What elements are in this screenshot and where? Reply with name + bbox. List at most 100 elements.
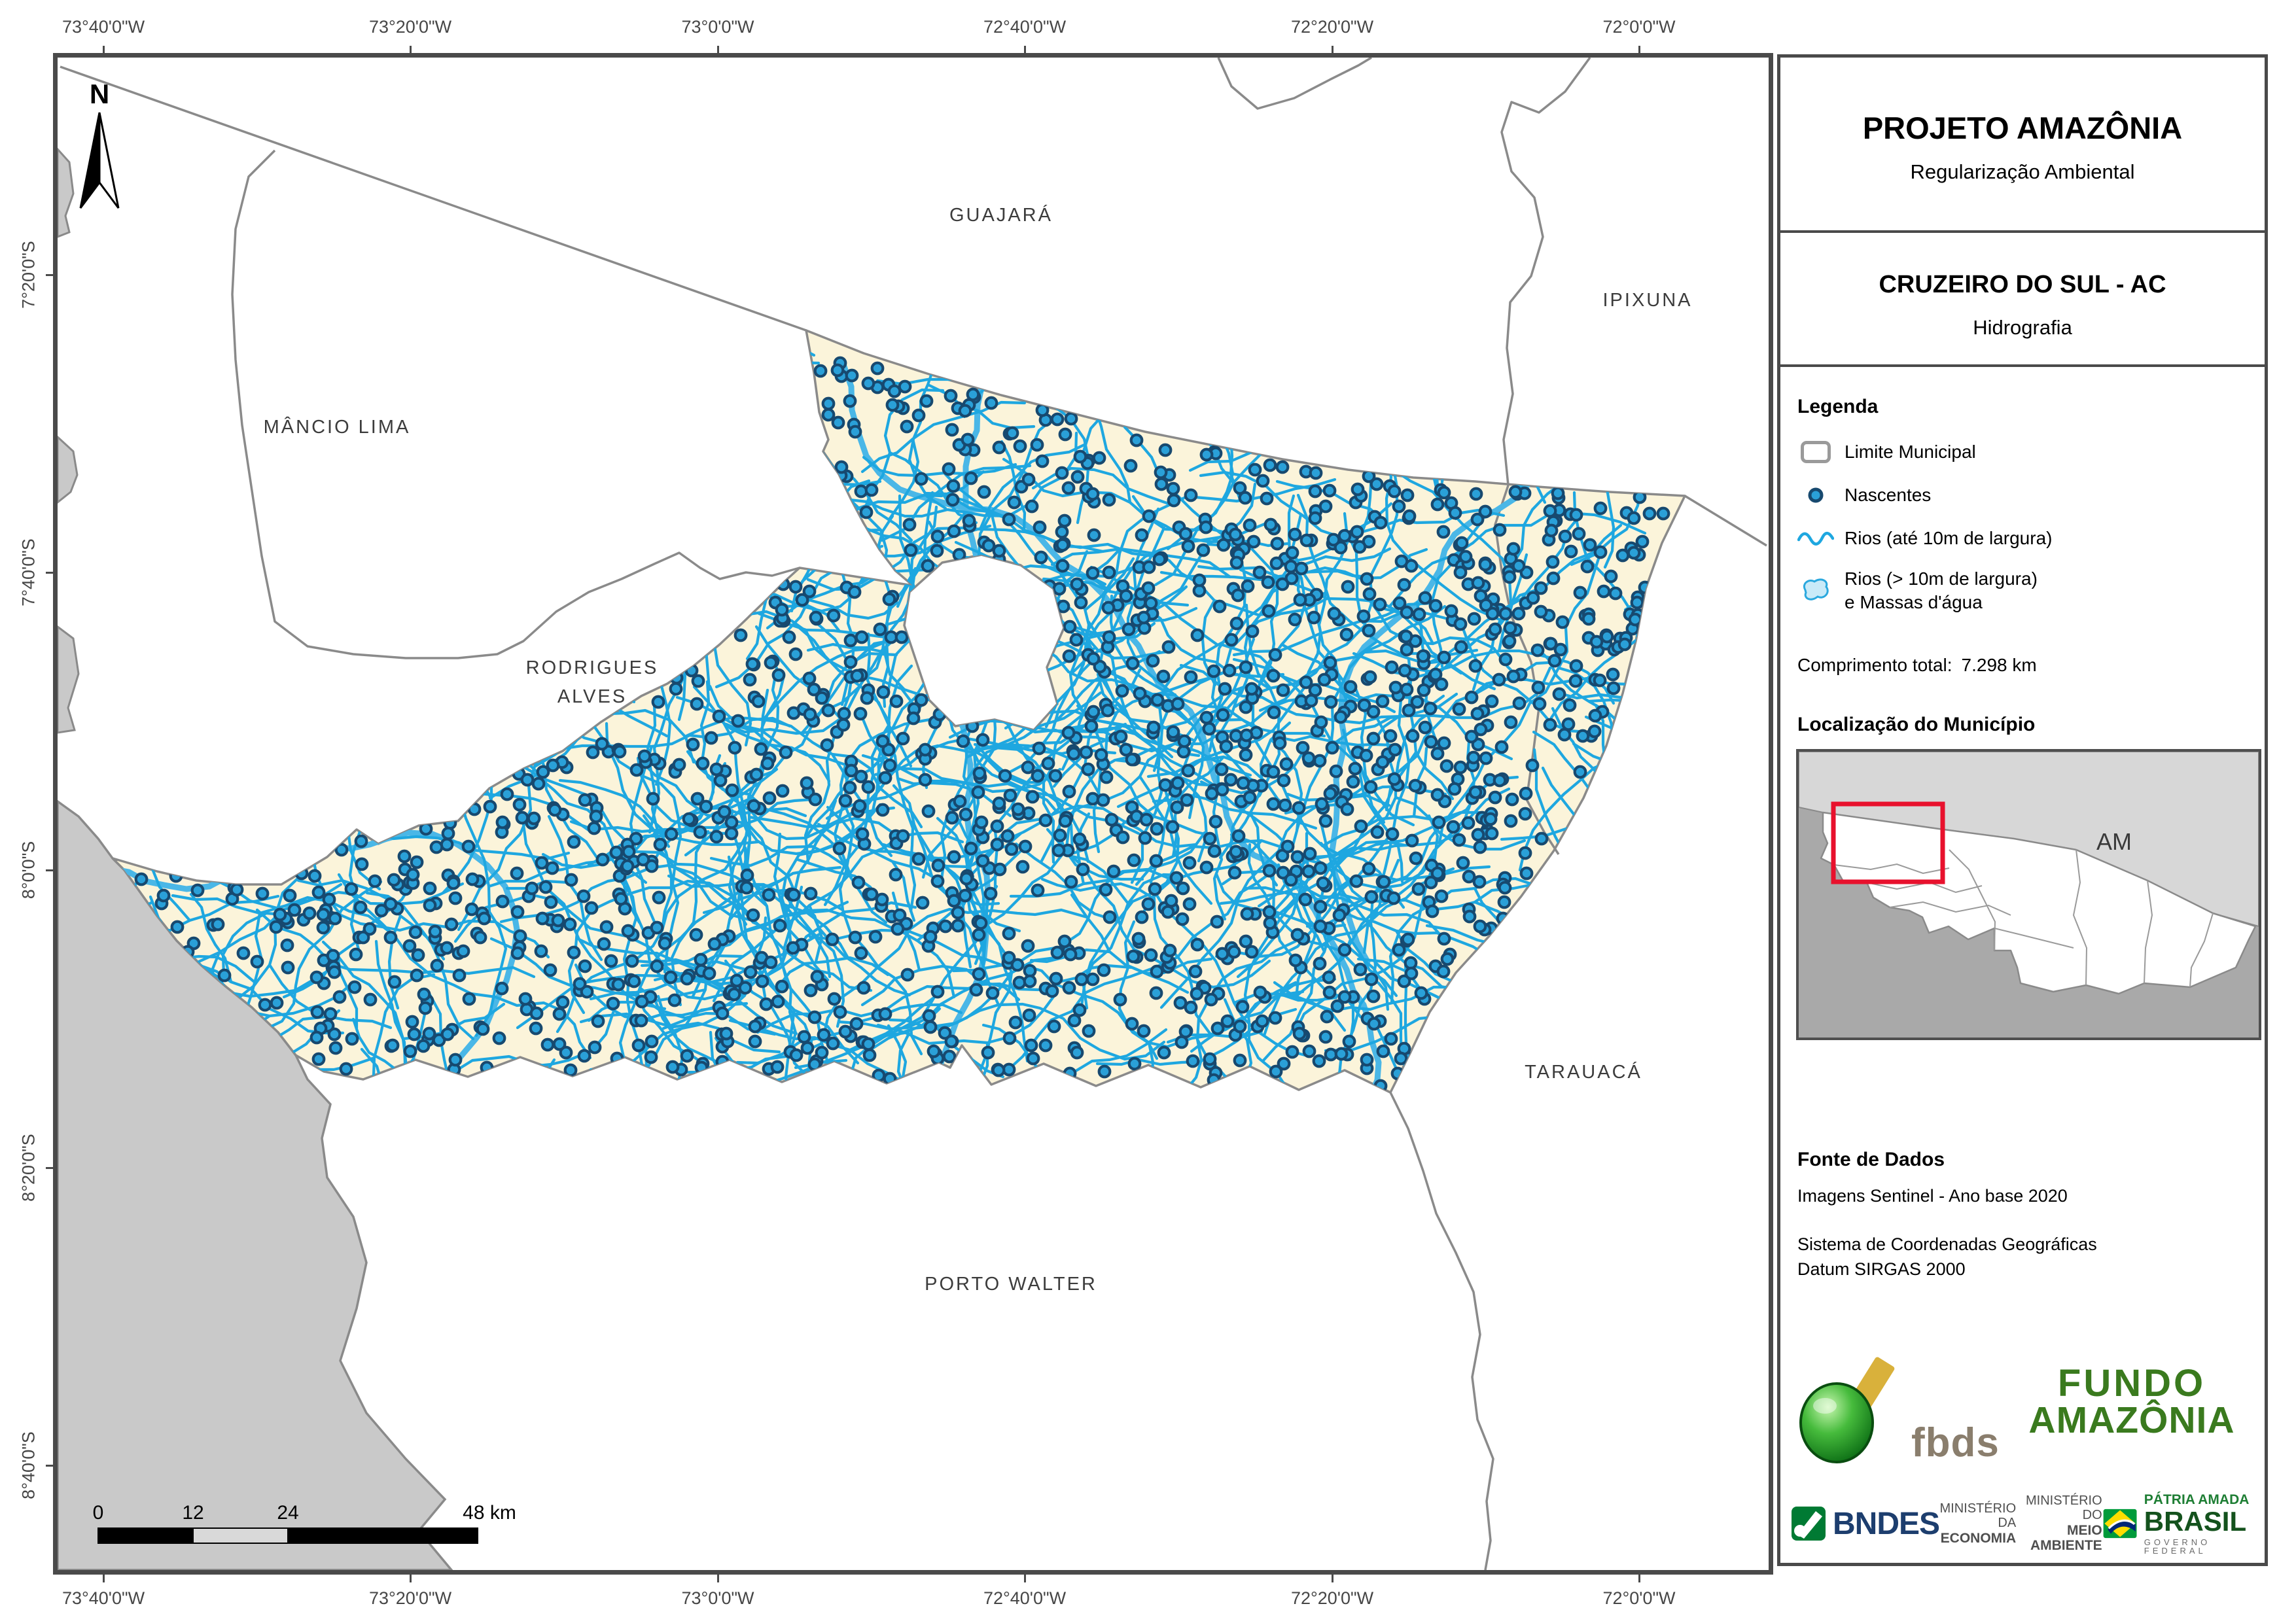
nascente-dot: [702, 966, 716, 981]
nascente-dot: [976, 733, 990, 747]
nascente-dot: [1148, 882, 1162, 896]
nascente-dot: [972, 766, 987, 780]
nascente-dot: [709, 829, 724, 844]
nascente-dot: [1337, 990, 1352, 1004]
nascente-dot: [800, 1041, 815, 1055]
nascente-dot: [878, 1007, 892, 1021]
nascente-dot: [1094, 748, 1108, 762]
nascente-dot: [1309, 466, 1323, 480]
nascente-dot: [1326, 532, 1341, 547]
nascente-dot: [1492, 523, 1507, 537]
municipal-boundary-line: [60, 65, 807, 332]
nascente-dot: [1023, 974, 1037, 988]
nascente-dot: [938, 1026, 952, 1040]
nascente-dot: [1454, 640, 1468, 654]
legend-and-info-block: Legenda Limite Municipal Nascentes R: [1780, 367, 2265, 1555]
nascente-dot: [1301, 751, 1316, 765]
brazil-flag-icon: [2103, 1509, 2137, 1539]
nascente-dot: [452, 968, 467, 983]
nascente-dot: [1334, 1047, 1349, 1061]
nascente-dot: [762, 888, 776, 902]
nascente-dot: [614, 892, 628, 906]
nascente-dot: [1588, 708, 1602, 723]
nascente-dot: [1405, 729, 1420, 743]
nascente-dot: [1375, 755, 1390, 769]
nascente-dot: [797, 1030, 811, 1044]
nascente-dot: [1288, 612, 1302, 627]
nascente-dot: [1199, 520, 1213, 534]
nascente-dot: [1351, 482, 1365, 497]
nascente-dot: [345, 1032, 359, 1046]
nascente-dot: [1104, 812, 1119, 827]
nascente-dot: [1404, 559, 1419, 573]
nascente-dot: [1314, 715, 1328, 729]
nascente-dot: [1293, 593, 1307, 607]
nascente-dot: [1010, 958, 1025, 972]
nascente-dot: [1543, 504, 1557, 518]
nascente-dot: [809, 610, 823, 625]
axis-tick: [1332, 1571, 1333, 1582]
nascente-dot: [1216, 708, 1230, 722]
river: [1295, 666, 1552, 832]
nascente-dot: [1446, 820, 1460, 834]
nascente-dot: [190, 883, 205, 898]
nascente-dot: [1276, 865, 1290, 880]
nascente-dot: [645, 1034, 659, 1049]
nascente-dot: [713, 773, 728, 788]
nascente-dot: [1324, 695, 1338, 709]
axis-label-bottom: 72°0'0"W: [1602, 1588, 1676, 1608]
nascente-dot: [1397, 974, 1411, 988]
legend: Limite Municipal Nascentes Rios (até 10m…: [1797, 438, 2052, 629]
nascente-dot: [851, 875, 866, 890]
nascente-dot: [535, 856, 549, 870]
nascente-dot: [1269, 1064, 1283, 1079]
nascente-dot: [964, 471, 978, 485]
nascente-dot: [1357, 698, 1371, 712]
nascente-dot: [1593, 673, 1607, 688]
axis-label-top: 73°40'0"W: [62, 17, 145, 37]
nascente-dot: [896, 829, 910, 843]
nascente-dot: [1414, 986, 1428, 1000]
nascente-dot: [1166, 725, 1180, 739]
nascente-dot: [1318, 1030, 1333, 1044]
nascente-dot: [1175, 912, 1190, 926]
nascente-dot: [1035, 454, 1050, 468]
nascente-dot: [1488, 790, 1502, 805]
nascente-dot: [621, 924, 635, 938]
nascente-dot: [911, 852, 926, 866]
nascente-dot: [1069, 633, 1084, 647]
nascente-dot: [810, 969, 824, 984]
nascente-dot: [1262, 864, 1277, 878]
nascente-dot: [1122, 622, 1136, 637]
nascente-dot: [483, 799, 497, 814]
nascente-dot: [945, 423, 959, 437]
nascente-dot: [900, 419, 914, 434]
nascente-dot: [958, 888, 972, 903]
nascente-dot: [1055, 559, 1070, 573]
nascente-dot: [531, 777, 546, 791]
river: [948, 719, 1133, 758]
nascente-dot: [1547, 654, 1562, 668]
nascente-dot: [1416, 649, 1430, 663]
nascente-dot: [1337, 529, 1352, 543]
map-canvas: GUAJARÁ IPIXUNA MÂNCIO LIMA RODRIGUES ALVES T…: [53, 53, 1773, 1575]
nascente-dot: [1248, 462, 1262, 477]
nascente-dot: [1263, 916, 1277, 930]
nascente-dot: [423, 881, 437, 896]
nascente-dot: [868, 930, 883, 944]
nascente-dot: [543, 963, 557, 977]
nascente-dot: [1288, 527, 1302, 542]
river: [667, 874, 851, 979]
nascente-dot: [1276, 683, 1290, 697]
nascente-dot: [875, 734, 890, 748]
municipal-limit-swatch-icon: [1797, 441, 1834, 463]
nascente-dot: [328, 1041, 343, 1055]
nascente-dot: [1359, 748, 1373, 763]
nascente-dot: [843, 780, 857, 795]
nascente-dot: [704, 731, 718, 745]
nascente-dot: [1158, 778, 1173, 792]
nascente-dot: [914, 693, 928, 707]
nascente-dot: [1070, 470, 1085, 484]
nascente-dot: [1171, 697, 1185, 711]
nascente-dot: [1569, 659, 1583, 673]
